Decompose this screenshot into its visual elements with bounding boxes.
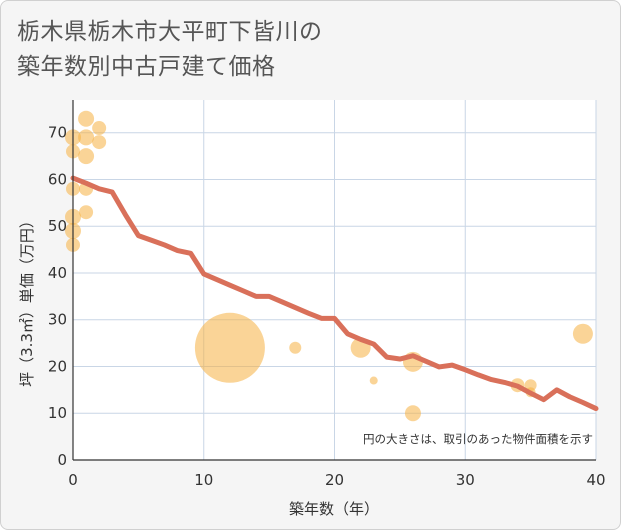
y-tick-label: 0 — [57, 451, 67, 469]
size-annotation: 円の大きさは、取引のあった物件面積を示す — [363, 432, 593, 446]
y-tick-label: 40 — [48, 264, 67, 282]
scatter-point — [78, 110, 95, 127]
y-tick-label: 30 — [48, 311, 67, 329]
y-tick-label: 70 — [48, 124, 67, 142]
y-tick-label: 10 — [48, 404, 67, 422]
scatter-point — [78, 129, 95, 146]
grid-lines — [73, 100, 597, 460]
scatter-point — [572, 323, 593, 344]
scatter-point — [79, 205, 94, 220]
scatter-point — [524, 379, 537, 392]
chart-title: 栃木県栃木市大平町下皆川の 築年数別中古戸建て価格 — [17, 15, 607, 85]
axes: 0 10 20 30 40 50 60 70 0 10 20 30 40 — [48, 100, 606, 489]
scatter-point — [404, 405, 421, 422]
x-tick-label: 10 — [194, 471, 213, 489]
x-tick-label: 30 — [456, 471, 475, 489]
scatter-point — [92, 135, 107, 150]
y-tick-label: 20 — [48, 357, 67, 375]
scatter-point — [78, 148, 95, 165]
x-tick-label: 40 — [586, 471, 605, 489]
trend-layer — [70, 175, 599, 412]
scatter-point — [369, 376, 378, 385]
scatter-point — [194, 312, 265, 383]
scatter-point — [289, 341, 302, 354]
x-tick-label: 20 — [325, 471, 344, 489]
chart-title-line1: 栃木県栃木市大平町下皆川の — [17, 19, 323, 45]
scatter-point — [92, 121, 107, 136]
average-price-line — [70, 175, 599, 412]
x-axis-label: 築年数（年） — [289, 500, 379, 518]
y-tick-label: 50 — [48, 217, 67, 235]
y-axis-label: 坪（3.3㎡）単価（万円） — [18, 213, 36, 387]
x-tick-label: 0 — [68, 471, 78, 489]
y-tick-label: 60 — [48, 170, 67, 188]
chart-title-line2: 築年数別中古戸建て価格 — [17, 54, 276, 80]
